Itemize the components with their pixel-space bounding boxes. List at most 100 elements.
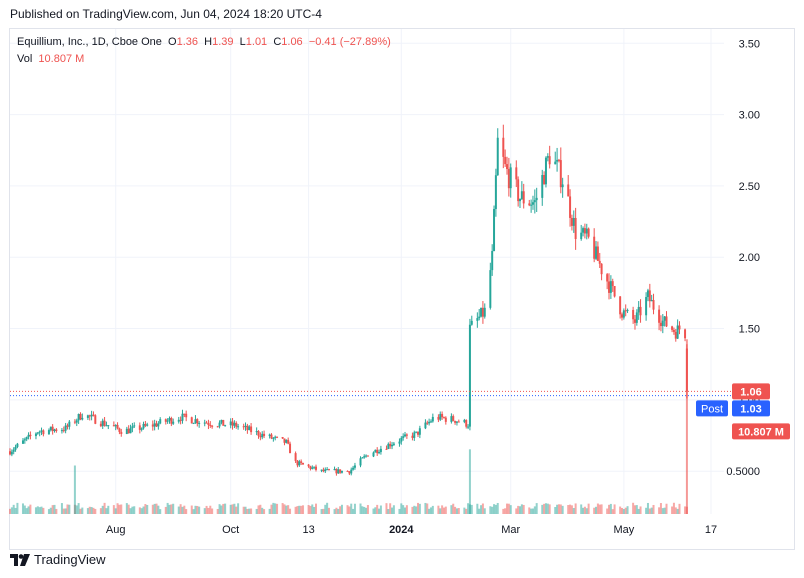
volume-bar <box>233 503 236 514</box>
volume-bar <box>359 503 362 514</box>
candle-body <box>177 419 180 422</box>
candle-body <box>352 467 355 470</box>
candle-body <box>672 329 675 332</box>
candle-body <box>635 312 638 323</box>
candle-body <box>276 436 279 438</box>
candle-body <box>626 309 629 311</box>
volume-bar <box>350 503 353 514</box>
volume-bar <box>665 503 668 514</box>
volume-bar <box>517 505 520 514</box>
x-tick-label: Aug <box>106 524 126 536</box>
volume-bar <box>337 508 340 514</box>
volume-bar <box>16 502 19 514</box>
chart-frame[interactable] <box>9 28 795 550</box>
volume-peak-bar <box>685 339 688 514</box>
candle-body <box>140 428 143 430</box>
volume-bar <box>209 505 212 514</box>
candle-body <box>413 432 416 438</box>
candle-body <box>159 419 162 424</box>
candle-body <box>307 464 310 467</box>
price-tags: 1.06 Post 1.03 10.807 M <box>696 383 790 440</box>
candle-body <box>585 228 588 234</box>
candle-body <box>196 419 199 424</box>
candle-body <box>405 434 408 436</box>
volume-bar <box>133 506 136 514</box>
candle-body <box>415 431 418 433</box>
volume-bar <box>583 506 586 514</box>
volume-bar <box>64 508 67 514</box>
volume-bar <box>404 507 407 514</box>
volume-bar <box>548 504 551 514</box>
volume-bar <box>51 505 54 514</box>
candle-body <box>209 424 212 426</box>
volume-bar <box>118 504 121 514</box>
candle-body <box>153 423 156 427</box>
candle-body <box>10 451 13 455</box>
candle-body <box>198 422 201 424</box>
volume-bar <box>546 503 549 514</box>
candle-body <box>261 433 264 438</box>
volume-bar <box>14 507 17 514</box>
candle-body <box>281 436 284 439</box>
volume-bar <box>389 503 392 514</box>
candle-body <box>639 306 642 316</box>
volume-bar <box>428 508 431 514</box>
volume-bar <box>415 506 418 514</box>
volume-bar <box>151 504 154 514</box>
candle-body <box>340 470 343 473</box>
candle-body <box>21 440 24 444</box>
candle-body <box>270 434 273 439</box>
volume-bar <box>480 505 483 514</box>
volume-bar <box>146 504 149 514</box>
candle-body <box>86 415 89 418</box>
candle-body <box>400 437 403 442</box>
candle-body <box>190 417 193 424</box>
volume-bar <box>585 508 588 514</box>
volume-bar <box>398 508 401 514</box>
candle-body <box>561 184 564 188</box>
volume-bar <box>90 507 93 514</box>
candle-body <box>101 420 104 427</box>
volume-bar <box>272 502 275 514</box>
candle-body <box>170 418 173 424</box>
candle-body <box>489 270 492 308</box>
volume-bar <box>470 504 473 514</box>
candle-body <box>125 428 128 434</box>
volume-bar <box>315 503 317 514</box>
volume-bar <box>659 503 662 514</box>
volume-bar <box>94 508 97 514</box>
candle-body <box>255 431 258 433</box>
candle-body <box>478 316 481 319</box>
volume-bar <box>142 506 145 514</box>
volume-bar <box>450 505 453 514</box>
candle-body <box>315 466 317 470</box>
volume-bar <box>101 505 104 514</box>
candle-body <box>211 425 214 427</box>
volume-bar <box>418 503 421 514</box>
volume-bar <box>442 507 445 514</box>
volume-bar <box>250 508 253 514</box>
open-label: O <box>168 36 177 48</box>
candle-body <box>455 421 458 423</box>
candle-body <box>428 421 431 424</box>
volume-bar <box>320 509 323 514</box>
volume-bar <box>672 502 675 514</box>
candle-body <box>313 466 316 468</box>
candle-body <box>659 322 662 327</box>
last-price-tag <box>732 383 770 400</box>
footer-brand[interactable]: TradingView <box>10 552 106 567</box>
y-tick-label: 1.50 <box>739 324 760 336</box>
candle-body <box>9 451 11 455</box>
candle-body <box>494 175 497 209</box>
candle-body <box>457 421 460 423</box>
volume-bar <box>387 509 390 514</box>
volume-bar <box>157 505 160 514</box>
candle-body <box>441 413 444 418</box>
y-tick-label: 0.5000 <box>726 466 760 478</box>
candle-body <box>350 469 353 474</box>
volume-bar <box>598 504 601 514</box>
volume-bar <box>635 505 638 514</box>
volume-bar <box>211 508 214 514</box>
volume-bar <box>489 506 492 514</box>
